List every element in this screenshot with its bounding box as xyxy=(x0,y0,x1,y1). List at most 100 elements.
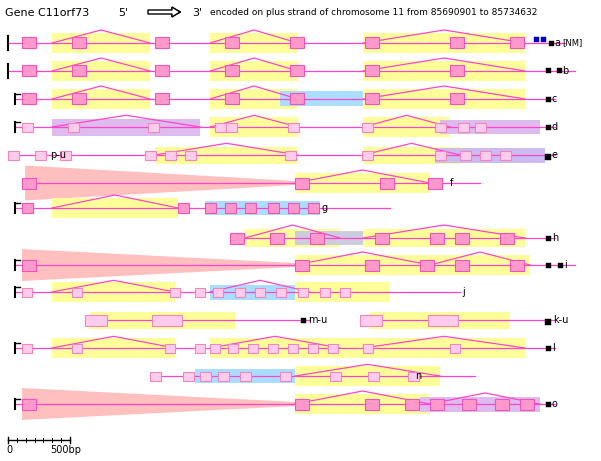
Bar xyxy=(365,398,379,409)
Bar xyxy=(178,203,189,213)
Bar xyxy=(245,203,256,213)
Bar xyxy=(368,372,379,380)
Bar xyxy=(210,117,298,137)
Bar xyxy=(440,120,540,134)
Bar xyxy=(226,123,237,131)
Polygon shape xyxy=(25,165,295,201)
Text: h: h xyxy=(552,233,558,243)
Bar xyxy=(450,94,464,105)
Bar xyxy=(363,117,450,137)
Bar xyxy=(549,41,554,47)
Bar xyxy=(22,65,36,77)
Bar xyxy=(52,61,150,81)
Bar xyxy=(228,343,238,353)
Bar xyxy=(500,232,514,243)
Text: p-u: p-u xyxy=(50,150,66,160)
Bar xyxy=(300,318,305,323)
Bar xyxy=(155,94,169,105)
Bar xyxy=(428,314,458,325)
Bar xyxy=(22,260,36,271)
Bar xyxy=(225,203,236,213)
Bar xyxy=(22,203,33,213)
Bar xyxy=(240,372,251,380)
Bar xyxy=(430,232,444,243)
Bar xyxy=(308,343,318,353)
Bar xyxy=(295,260,309,271)
Bar xyxy=(205,201,320,215)
Bar xyxy=(430,398,444,409)
Bar xyxy=(225,37,239,48)
Bar xyxy=(195,369,295,383)
Bar xyxy=(295,282,390,302)
Bar xyxy=(72,343,82,353)
Bar xyxy=(558,262,563,267)
Bar xyxy=(205,203,216,213)
Text: encoded on plus strand of chromosome 11 from 85690901 to 85734632: encoded on plus strand of chromosome 11 … xyxy=(210,8,537,17)
Bar xyxy=(520,398,534,409)
Bar xyxy=(546,236,551,241)
Bar xyxy=(155,65,169,77)
Bar xyxy=(210,89,298,109)
Bar xyxy=(360,314,382,325)
Text: i: i xyxy=(564,260,567,270)
Bar xyxy=(328,343,338,353)
Bar xyxy=(455,232,469,243)
Bar xyxy=(152,314,182,325)
Bar xyxy=(405,398,419,409)
FancyArrow shape xyxy=(148,7,180,17)
Bar xyxy=(280,372,291,380)
Bar xyxy=(165,150,176,160)
Bar xyxy=(430,255,530,275)
Bar xyxy=(363,33,525,53)
Bar xyxy=(500,150,511,160)
Bar xyxy=(52,198,178,218)
Bar xyxy=(546,345,551,350)
Bar xyxy=(546,96,551,101)
Bar xyxy=(22,398,36,409)
Bar xyxy=(546,69,551,73)
Bar xyxy=(460,150,471,160)
Bar xyxy=(185,150,196,160)
Bar xyxy=(428,177,442,189)
Bar xyxy=(475,123,486,131)
Bar xyxy=(363,147,460,164)
Bar xyxy=(72,94,86,105)
Bar xyxy=(276,288,286,296)
Bar xyxy=(72,37,86,48)
Bar xyxy=(90,312,235,329)
Text: j: j xyxy=(462,287,465,297)
Bar xyxy=(330,372,341,380)
Bar xyxy=(225,65,239,77)
Bar xyxy=(363,89,525,109)
Bar xyxy=(295,366,440,386)
Bar xyxy=(295,231,380,245)
Bar xyxy=(22,343,32,353)
Bar xyxy=(408,372,419,380)
Bar xyxy=(546,124,551,130)
Bar xyxy=(545,154,551,160)
Bar xyxy=(298,288,308,296)
Bar xyxy=(295,177,309,189)
Bar xyxy=(308,203,319,213)
Bar xyxy=(215,123,226,131)
Bar xyxy=(288,203,299,213)
Bar xyxy=(72,65,86,77)
Bar xyxy=(85,314,107,325)
Bar xyxy=(72,288,82,296)
Bar xyxy=(363,229,525,247)
Bar xyxy=(375,232,389,243)
Bar xyxy=(22,37,36,48)
Bar xyxy=(450,65,464,77)
Bar xyxy=(365,94,379,105)
Bar xyxy=(450,37,464,48)
Text: c: c xyxy=(552,94,557,104)
Bar xyxy=(22,123,33,131)
Bar xyxy=(365,260,379,271)
Bar xyxy=(362,150,373,160)
Bar xyxy=(248,343,258,353)
Bar xyxy=(68,123,79,131)
Bar xyxy=(148,123,159,131)
Bar xyxy=(380,177,394,189)
Bar xyxy=(340,288,350,296)
Text: n: n xyxy=(415,371,421,381)
